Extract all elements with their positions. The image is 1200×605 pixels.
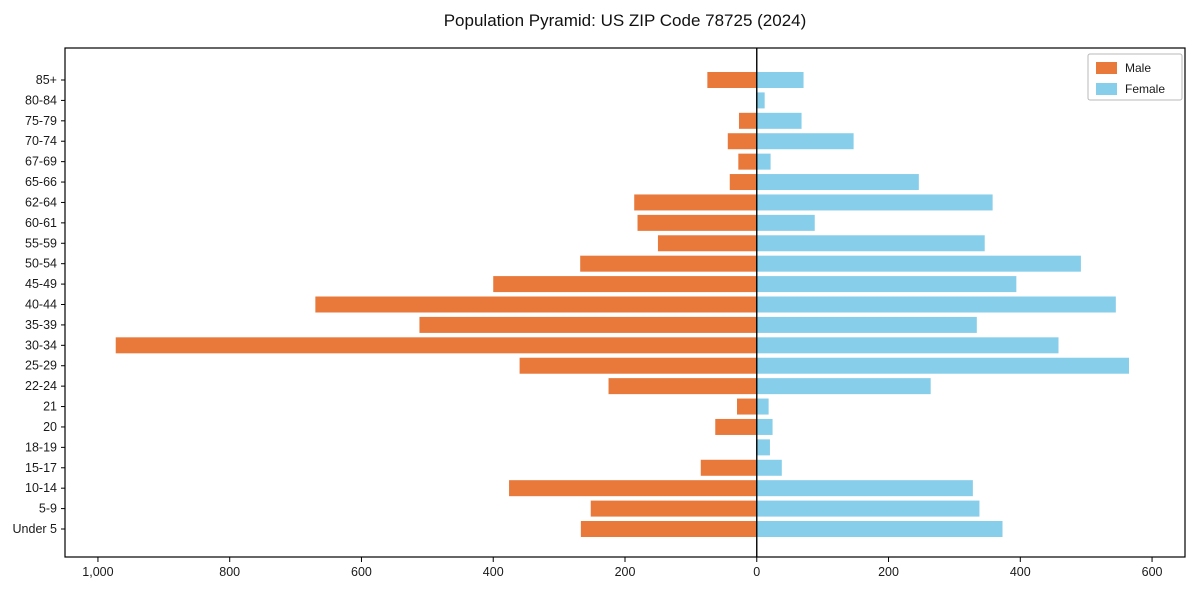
legend-female-label: Female: [1125, 82, 1165, 96]
bar-male: [590, 500, 757, 517]
bar-male: [700, 459, 757, 476]
bar-female: [756, 276, 1017, 293]
bar-female: [756, 378, 931, 395]
bar-male: [729, 174, 757, 191]
y-tick-label: 22-24: [25, 379, 57, 393]
bar-male: [519, 357, 757, 374]
bar-female: [756, 418, 773, 435]
bar-female: [756, 480, 973, 497]
bar-female: [756, 133, 854, 150]
bar-male: [715, 418, 757, 435]
y-tick-label: 35-39: [25, 318, 57, 332]
bar-female: [756, 357, 1129, 374]
legend-male-label: Male: [1125, 61, 1151, 75]
x-tick-label: 600: [351, 565, 372, 579]
legend: Male Female: [1087, 53, 1183, 101]
bar-female: [756, 316, 977, 333]
bar-female: [756, 72, 804, 88]
y-tick-label: 62-64: [25, 195, 57, 209]
bar-male: [580, 255, 757, 272]
y-tick-label: 20: [43, 420, 57, 434]
bar-male: [315, 296, 757, 313]
y-tick-label: 75-79: [25, 114, 57, 128]
x-tick-label: 200: [878, 565, 899, 579]
y-tick-label: 40-44: [25, 298, 57, 312]
bar-female: [756, 153, 771, 170]
y-tick-label: 18-19: [25, 440, 57, 454]
y-tick-label: 80-84: [25, 93, 57, 107]
bar-male: [493, 276, 757, 293]
y-tick-label: 30-34: [25, 338, 57, 352]
y-tick-label: 55-59: [25, 236, 57, 250]
x-tick-label: 600: [1142, 565, 1163, 579]
y-tick-label: 15-17: [25, 461, 57, 475]
y-tick-label: Under 5: [13, 522, 58, 536]
legend-male-swatch: [1096, 62, 1117, 74]
bar-female: [756, 459, 782, 476]
bar-male: [608, 378, 757, 395]
y-tick-label: 5-9: [39, 502, 57, 516]
bar-male: [737, 398, 757, 415]
bar-male: [738, 112, 757, 129]
y-tick-label: 25-29: [25, 359, 57, 373]
y-tick-label: 67-69: [25, 155, 57, 169]
bar-female: [756, 214, 815, 231]
y-tick-label: 85+: [36, 73, 57, 87]
y-tick-label: 70-74: [25, 134, 57, 148]
bar-male: [727, 133, 757, 150]
x-tick-label: 400: [483, 565, 504, 579]
bar-female: [756, 92, 765, 109]
bar-male: [580, 521, 757, 537]
bar-female: [756, 500, 980, 517]
bar-male: [657, 235, 757, 252]
x-tick-label: 1,000: [82, 565, 113, 579]
y-tick-label: 21: [43, 400, 57, 414]
bar-female: [756, 398, 769, 415]
x-tick-label: 0: [753, 565, 760, 579]
x-tick-label: 400: [1010, 565, 1031, 579]
y-tick-label: 60-61: [25, 216, 57, 230]
bar-female: [756, 112, 802, 129]
legend-female-swatch: [1096, 83, 1117, 95]
y-tick-label: 45-49: [25, 277, 57, 291]
bar-female: [756, 296, 1116, 313]
bar-female: [756, 439, 770, 456]
bar-male: [634, 194, 757, 211]
bar-female: [756, 337, 1059, 354]
bar-male: [419, 316, 757, 333]
bar-female: [756, 255, 1081, 272]
bar-female: [756, 521, 1003, 537]
chart-title: Population Pyramid: US ZIP Code 78725 (2…: [443, 11, 807, 30]
y-tick-label: 65-66: [25, 175, 57, 189]
bar-female: [756, 194, 993, 211]
y-tick-label: 10-14: [25, 481, 57, 495]
bar-male: [738, 153, 757, 170]
bar-male: [115, 337, 757, 354]
bar-male: [707, 72, 757, 88]
x-tick-label: 200: [615, 565, 636, 579]
bar-female: [756, 174, 919, 191]
bar-male: [509, 480, 757, 497]
bar-male: [637, 214, 757, 231]
y-tick-label: 50-54: [25, 257, 57, 271]
bar-female: [756, 235, 985, 252]
x-tick-label: 800: [219, 565, 240, 579]
